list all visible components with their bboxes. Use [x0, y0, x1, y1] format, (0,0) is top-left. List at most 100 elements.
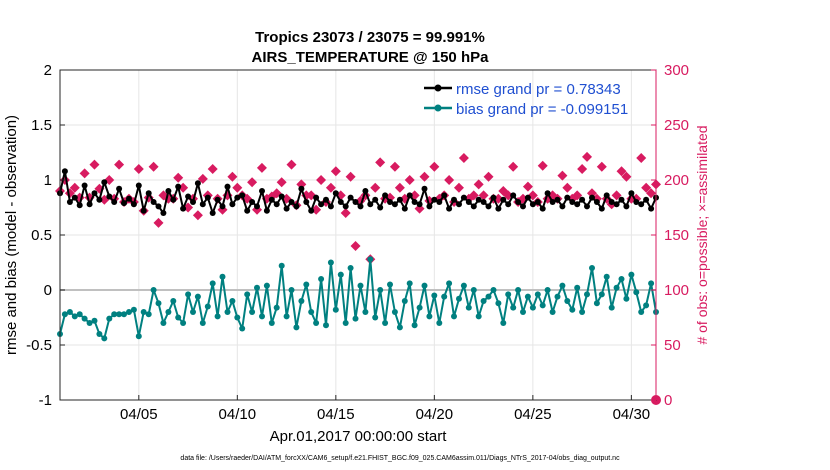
bias-point — [589, 265, 595, 271]
right-tick-label: 150 — [664, 227, 689, 244]
bias-point — [465, 304, 472, 311]
bias-point — [441, 293, 448, 300]
rmse-point — [648, 205, 655, 212]
rmse-point — [396, 196, 403, 203]
assimilated-marker — [468, 190, 479, 201]
bias-point — [121, 311, 127, 318]
rmse-point — [406, 192, 413, 199]
bias-point — [396, 324, 403, 331]
rmse-point — [116, 185, 123, 192]
bias-point — [204, 303, 211, 310]
bias-point — [451, 313, 457, 320]
rmse-point — [613, 201, 620, 208]
x-axis-label: Apr.01,2017 00:00:00 start — [270, 428, 448, 445]
assimilated-marker — [419, 171, 430, 182]
bias-point — [406, 280, 413, 287]
x-tick-label: 04/30 — [613, 406, 651, 423]
rmse-point — [391, 201, 398, 208]
rmse-point — [441, 192, 448, 199]
bias-point — [431, 292, 438, 299]
assimilated-marker — [389, 161, 400, 172]
bias-point — [96, 331, 103, 337]
x-tick-label: 04/20 — [416, 406, 454, 423]
rmse-point — [342, 203, 349, 210]
bias-point — [224, 309, 231, 315]
rmse-point — [470, 203, 477, 210]
bias-point — [303, 281, 310, 288]
rmse-point — [589, 194, 595, 201]
rmse-point — [283, 205, 290, 212]
bias-point — [436, 320, 443, 326]
rmse-point — [377, 204, 384, 211]
rmse-point — [96, 196, 103, 203]
rmse-point — [633, 199, 640, 205]
rmse-point — [332, 190, 339, 197]
bias-point — [308, 309, 315, 315]
left-tick-label: 0.5 — [31, 227, 52, 244]
rmse-point — [485, 203, 492, 210]
bias-point — [549, 309, 556, 315]
bias-point — [520, 309, 526, 315]
assimilated-marker — [414, 203, 425, 214]
bias-point — [391, 309, 398, 315]
bias-point — [500, 320, 507, 326]
rmse-point — [539, 205, 546, 212]
rmse-point — [515, 199, 522, 205]
assimilated-marker — [207, 164, 218, 174]
bias-point — [126, 309, 132, 315]
bias-point — [347, 265, 354, 271]
x-tick-label: 04/15 — [317, 406, 355, 423]
bias-point — [239, 325, 246, 332]
bias-point — [259, 313, 265, 320]
left-tick-label: 1.5 — [31, 117, 52, 134]
left-tick-label: 2 — [44, 62, 52, 79]
rmse-point — [367, 201, 374, 208]
rmse-point — [81, 182, 88, 189]
rmse-point — [524, 194, 531, 201]
rmse-point — [362, 188, 369, 194]
right-axis-label: # of obs: o=possible; ×=assimilated — [694, 125, 710, 344]
rmse-point — [140, 207, 147, 214]
bias-point — [460, 282, 467, 289]
right-tick-label: 250 — [664, 117, 689, 134]
assimilated-marker — [572, 190, 583, 201]
rmse-point — [382, 192, 389, 199]
rmse-point — [185, 193, 192, 200]
bias-point — [268, 320, 275, 326]
rmse-point — [254, 203, 260, 210]
bias-point — [564, 298, 571, 304]
bias-point — [155, 300, 162, 307]
bias-point — [111, 311, 118, 318]
bias-point — [254, 284, 260, 291]
bias-point — [638, 309, 645, 315]
bias-point — [229, 298, 236, 304]
rmse-point — [76, 202, 83, 209]
bias-point — [475, 313, 482, 320]
rmse-point — [303, 199, 310, 205]
left-axis-label: rmse and bias (model - observation) — [3, 115, 20, 355]
bias-point — [524, 293, 531, 300]
rmse-point — [229, 201, 236, 208]
bias-point — [539, 302, 546, 309]
bias-point — [618, 276, 625, 282]
rmse-point — [224, 183, 231, 190]
bias-point — [130, 306, 137, 313]
assimilated-marker — [192, 210, 203, 221]
rmse-point — [347, 194, 354, 201]
assimilated-marker — [345, 171, 356, 182]
legend-rmse-marker — [434, 84, 442, 92]
legend-rmse-label: rmse grand pr = 0.78343 — [456, 81, 621, 98]
rmse-point — [495, 205, 502, 212]
left-tick-label: 0 — [44, 282, 52, 299]
legend-bias-marker — [434, 104, 442, 112]
bias-point — [283, 313, 290, 320]
rmse-point — [61, 168, 68, 175]
assimilated-marker — [247, 177, 258, 188]
data-file-footnote: data file: /Users/raeder/DAI/ATM_forcXX/… — [180, 455, 620, 462]
rmse-point — [111, 199, 118, 205]
assimilated-marker — [173, 172, 184, 183]
rmse-point — [155, 203, 162, 210]
assimilated-marker — [256, 162, 267, 173]
bias-point — [574, 284, 581, 291]
bias-point — [352, 315, 359, 322]
